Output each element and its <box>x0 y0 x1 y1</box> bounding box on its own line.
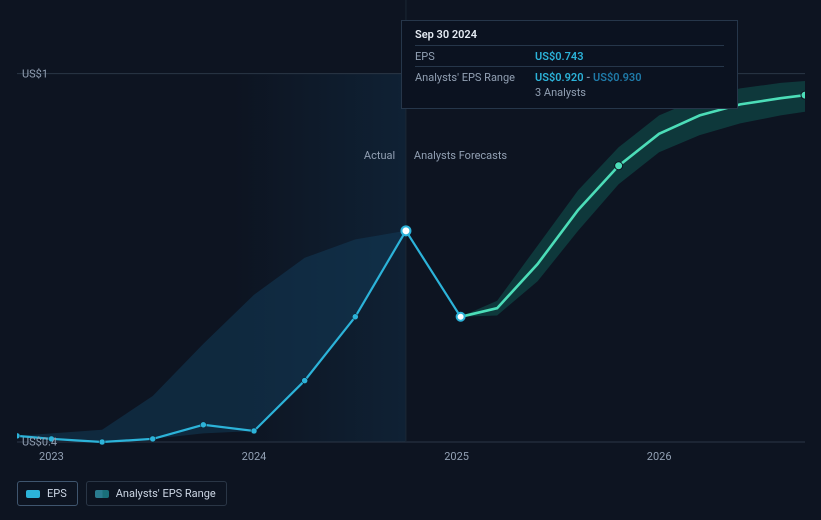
y-axis-label: US$0.4 <box>22 436 57 449</box>
tooltip-row-eps: EPS US$0.743 <box>415 50 724 63</box>
y-axis-label: US$1 <box>22 67 48 80</box>
tooltip-range-high: US$0.930 <box>593 71 642 84</box>
tooltip-row-key: EPS <box>415 50 535 63</box>
chart-tooltip: Sep 30 2024 EPS US$0.743 Analysts' EPS R… <box>401 20 738 109</box>
x-axis-label: 2026 <box>647 450 672 463</box>
region-label-forecast: Analysts Forecasts <box>414 149 507 162</box>
x-axis-label: 2024 <box>242 450 267 463</box>
legend-swatch <box>26 490 40 498</box>
tooltip-divider <box>415 66 724 67</box>
legend-label: Analysts' EPS Range <box>116 487 216 500</box>
region-label-actual: Actual <box>364 149 395 162</box>
x-axis-label: 2025 <box>444 450 469 463</box>
chart-legend: EPS Analysts' EPS Range <box>17 481 227 506</box>
legend-swatch <box>95 490 109 498</box>
tooltip-range-low: US$0.920 <box>535 71 584 84</box>
tooltip-range-dash: - <box>586 71 593 84</box>
tooltip-row-range: Analysts' EPS Range US$0.920 - US$0.930 <box>415 71 724 84</box>
tooltip-date: Sep 30 2024 <box>415 28 724 41</box>
tooltip-analyst-count: 3 Analysts <box>535 86 724 99</box>
legend-item-analysts-range[interactable]: Analysts' EPS Range <box>86 481 227 506</box>
x-axis-label: 2023 <box>39 450 64 463</box>
legend-label: EPS <box>47 487 67 500</box>
tooltip-row-key: Analysts' EPS Range <box>415 71 535 84</box>
tooltip-row-value: US$0.743 <box>535 50 584 63</box>
eps-forecast-chart: Sep 30 2024 EPS US$0.743 Analysts' EPS R… <box>0 0 821 520</box>
tooltip-divider <box>415 45 724 46</box>
legend-item-eps[interactable]: EPS <box>17 481 78 506</box>
